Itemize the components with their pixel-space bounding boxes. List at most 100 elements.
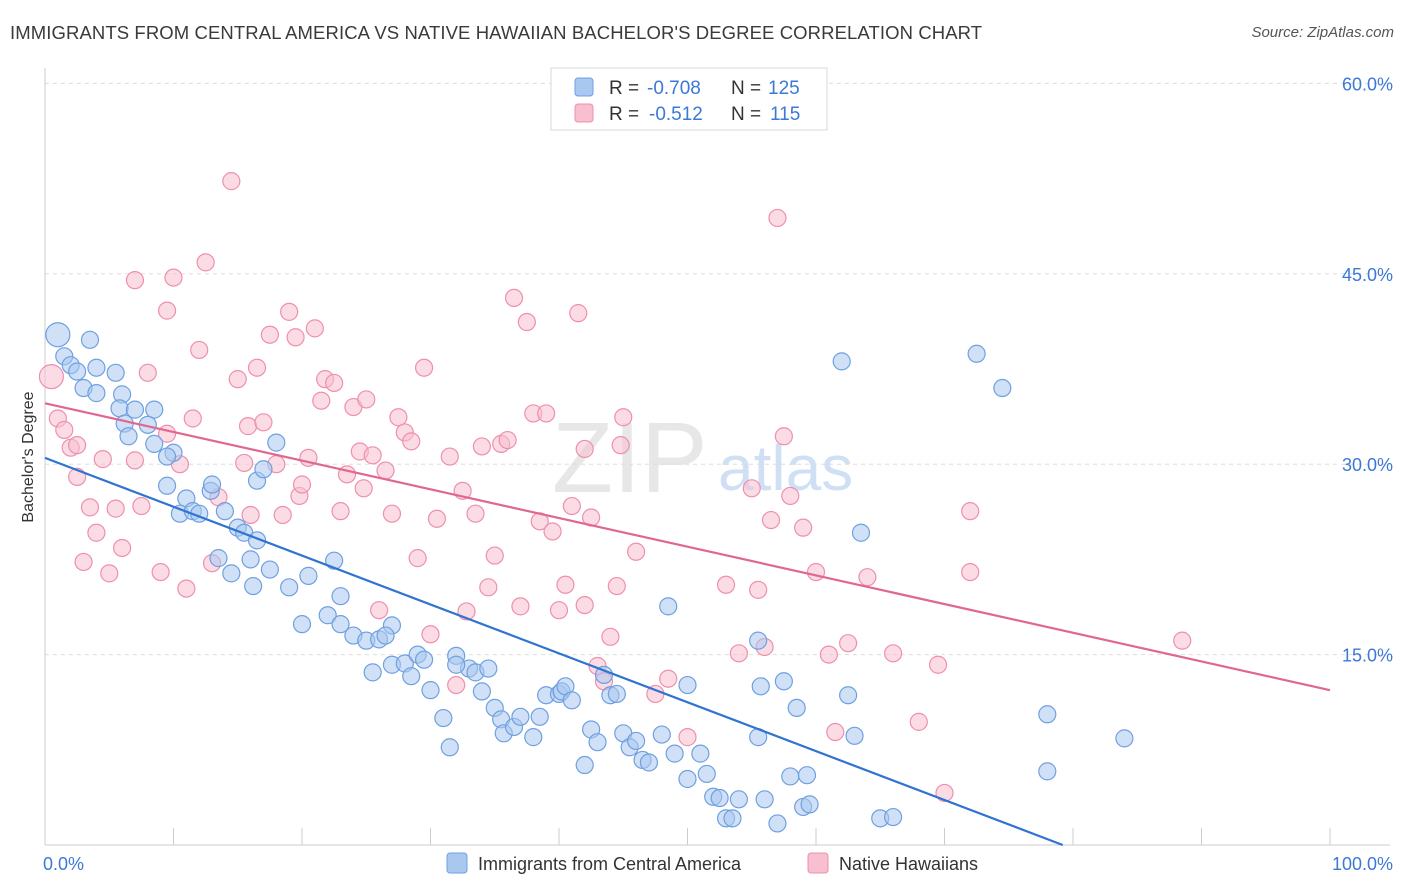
blue-point <box>145 400 164 419</box>
pink-point <box>678 728 697 747</box>
legend-n-label-1: N = <box>731 78 761 99</box>
blue-point <box>472 682 491 701</box>
pink-point <box>562 496 581 516</box>
blue-point <box>845 726 864 745</box>
pink-point <box>87 523 106 542</box>
bottom-legend: Immigrants from Central America Native H… <box>446 852 978 874</box>
pink-point <box>74 552 93 572</box>
blue-point <box>157 476 177 495</box>
blue-point <box>202 475 222 494</box>
pink-point <box>241 505 260 525</box>
blue-point <box>325 551 344 570</box>
pink-point <box>928 655 948 674</box>
legend-box: R = -0.708 N = 125 R = -0.512 N = 115 <box>550 67 828 131</box>
pink-point <box>781 486 800 506</box>
blue-point <box>254 460 273 479</box>
pink-point <box>389 408 408 427</box>
blue-point <box>530 707 549 726</box>
pink-point <box>729 644 749 663</box>
series-central-america-points <box>45 322 1134 833</box>
blue-point <box>1115 729 1134 748</box>
y-tick-label: 45.0% <box>1342 265 1393 285</box>
pink-point <box>325 373 344 393</box>
pink-point <box>254 413 273 432</box>
blue-point <box>588 733 607 752</box>
blue-point <box>106 363 125 382</box>
blue-point <box>691 744 710 763</box>
x-tick-label: 100.0% <box>1332 854 1393 874</box>
pink-point <box>498 430 517 450</box>
pink-point <box>228 370 247 389</box>
grid-lines <box>45 82 1390 656</box>
blue-point <box>607 684 626 704</box>
pink-point <box>414 358 434 377</box>
pink-point <box>883 644 903 663</box>
trend-line-pink <box>44 402 1331 692</box>
pink-point <box>286 328 305 347</box>
pink-point <box>611 436 630 455</box>
x-tick-labels: 0.0% 100.0% <box>43 854 1393 874</box>
pink-point <box>858 568 877 587</box>
y-tick-label: 60.0% <box>1342 74 1393 94</box>
legend-n-value-2: 115 <box>770 104 800 125</box>
blue-point <box>241 550 260 569</box>
blue-point <box>781 767 800 786</box>
pink-point <box>511 597 530 616</box>
blue-point <box>749 631 768 650</box>
pink-point <box>794 518 813 537</box>
trend-line-blue <box>44 456 1064 847</box>
blue-point <box>839 686 858 705</box>
blue-point <box>402 667 421 686</box>
pink-point <box>472 437 491 456</box>
blue-point <box>479 659 498 678</box>
blue-point <box>280 578 299 597</box>
trend-lines <box>44 402 1331 847</box>
blue-point <box>774 672 793 691</box>
pink-point <box>961 502 980 521</box>
y-axis-label: Bachelor's Degree <box>20 391 37 522</box>
pink-point <box>601 627 620 646</box>
blue-point <box>832 352 851 371</box>
blue-point <box>723 809 742 828</box>
x-ticks <box>173 828 1331 845</box>
blue-point <box>87 358 106 377</box>
pink-point <box>447 675 466 695</box>
blue-point <box>414 650 434 669</box>
pink-point <box>479 578 498 597</box>
pink-point <box>517 312 536 332</box>
pink-point <box>100 564 119 583</box>
pink-point <box>235 453 254 473</box>
pink-point <box>38 364 65 390</box>
blue-point <box>119 427 138 446</box>
blue-point <box>751 677 770 696</box>
blue-point <box>1038 762 1057 781</box>
legend-r-label-1: R = <box>609 78 639 99</box>
blue-point <box>45 322 71 348</box>
blue-point <box>787 698 806 718</box>
pink-point <box>742 479 761 498</box>
blue-point <box>800 795 819 814</box>
source-label: Source: ZipAtlas.com <box>1251 24 1394 41</box>
blue-point <box>665 744 684 763</box>
blue-point <box>851 523 871 542</box>
pink-point <box>280 302 299 321</box>
pink-point <box>626 542 646 561</box>
blue-point <box>575 755 594 775</box>
legend-swatch-pink <box>574 103 594 123</box>
blue-point <box>678 675 697 695</box>
pink-point <box>826 722 845 742</box>
blue-point <box>331 615 350 634</box>
pink-point <box>354 479 373 498</box>
pink-point <box>504 288 524 308</box>
pink-point <box>549 601 569 620</box>
pink-point <box>440 447 459 466</box>
pink-point <box>421 625 440 644</box>
blue-point <box>110 399 129 418</box>
pink-point <box>151 562 170 582</box>
pink-point <box>761 510 781 530</box>
x-tick-label: 0.0% <box>43 854 84 874</box>
pink-point <box>909 712 928 731</box>
legend-r-value-1: -0.708 <box>647 78 701 99</box>
